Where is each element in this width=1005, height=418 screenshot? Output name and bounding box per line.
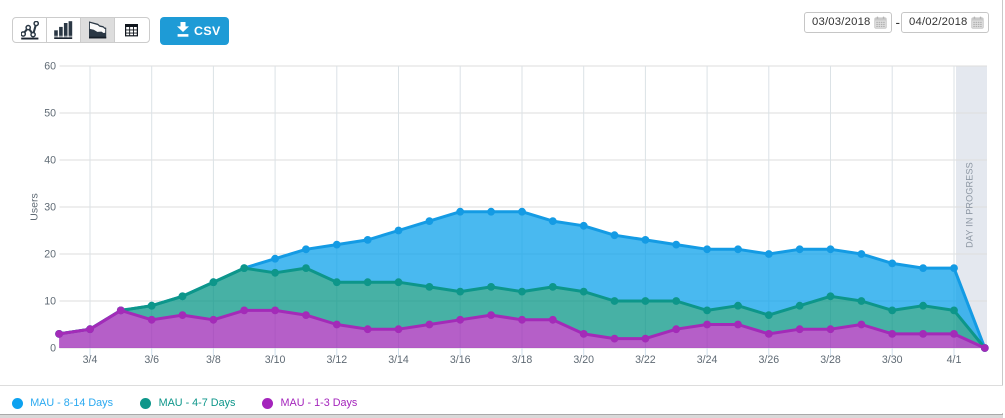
svg-text:3/4: 3/4 — [83, 354, 98, 366]
svg-text:3/8: 3/8 — [206, 354, 221, 366]
svg-text:3/22: 3/22 — [635, 354, 656, 366]
svg-text:10: 10 — [44, 296, 56, 308]
svg-text:3/18: 3/18 — [512, 354, 533, 366]
svg-text:3/6: 3/6 — [144, 354, 159, 366]
svg-text:Users: Users — [29, 193, 41, 220]
svg-text:0: 0 — [50, 343, 56, 355]
svg-text:3/12: 3/12 — [326, 354, 347, 366]
svg-text:3/28: 3/28 — [820, 354, 841, 366]
svg-text:3/14: 3/14 — [388, 354, 409, 366]
svg-text:4/1: 4/1 — [947, 354, 962, 366]
svg-text:40: 40 — [44, 155, 56, 167]
svg-text:3/10: 3/10 — [265, 354, 286, 366]
svg-text:30: 30 — [44, 202, 56, 214]
svg-text:3/26: 3/26 — [758, 354, 779, 366]
svg-text:60: 60 — [44, 61, 56, 73]
svg-text:3/30: 3/30 — [882, 354, 903, 366]
svg-text:3/24: 3/24 — [697, 354, 718, 366]
svg-text:3/20: 3/20 — [573, 354, 594, 366]
svg-text:20: 20 — [44, 249, 56, 261]
svg-text:50: 50 — [44, 108, 56, 120]
svg-text:DAY IN PROGRESS: DAY IN PROGRESS — [965, 162, 975, 248]
svg-text:3/16: 3/16 — [450, 354, 471, 366]
